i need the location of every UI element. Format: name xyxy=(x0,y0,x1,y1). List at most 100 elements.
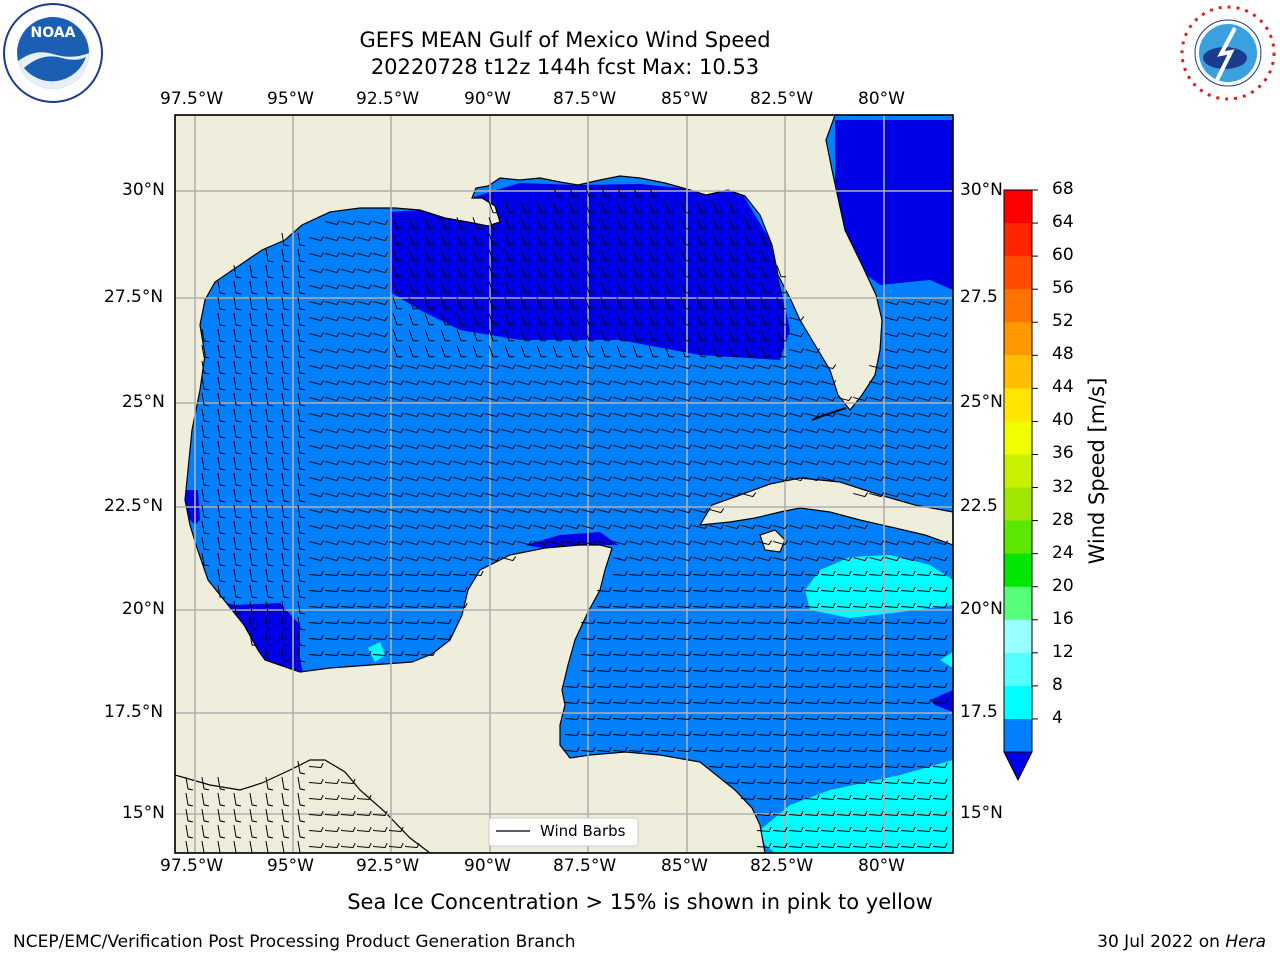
wind-barb xyxy=(356,810,372,817)
wind-barb xyxy=(501,412,517,418)
wind-barb xyxy=(696,281,707,294)
lat-tick-right: 22.5 xyxy=(960,496,998,516)
wind-barb xyxy=(456,281,467,294)
wind-barb xyxy=(708,698,724,705)
wind-barb xyxy=(804,634,820,641)
wind-barb xyxy=(868,570,884,577)
wind-barb xyxy=(884,746,900,753)
wind-barb xyxy=(740,618,756,625)
lat-tick-right: 30°N xyxy=(960,180,1003,200)
lat-tick-left: 27.5°N xyxy=(104,287,164,307)
wind-barb xyxy=(504,217,515,230)
wind-barb xyxy=(884,602,900,609)
wind-barb xyxy=(392,249,403,262)
wind-barb xyxy=(852,762,868,769)
wind-barb xyxy=(356,826,372,833)
wind-barb xyxy=(772,826,788,833)
wind-barb xyxy=(281,329,290,343)
wind-barb xyxy=(772,570,788,577)
wind-barb xyxy=(676,618,692,625)
wind-barb xyxy=(281,601,290,615)
colorbar-segment xyxy=(1004,355,1032,389)
wind-barb xyxy=(265,361,274,375)
wind-barb xyxy=(584,233,595,246)
wind-barb xyxy=(868,778,884,785)
wind-barb xyxy=(297,521,306,535)
wind-barb xyxy=(917,460,933,466)
wind-barb xyxy=(581,412,597,418)
wind-barb xyxy=(440,249,451,262)
wind-barb xyxy=(437,540,453,546)
wind-barb xyxy=(517,476,533,482)
wind-barb xyxy=(917,428,933,434)
wind-barb xyxy=(852,810,868,817)
wind-barb xyxy=(629,556,645,562)
wind-barb xyxy=(661,556,677,562)
wind-barb xyxy=(568,313,579,326)
wind-barb xyxy=(520,233,531,246)
wind-barb xyxy=(405,428,421,434)
wind-barb xyxy=(564,714,580,721)
wind-barb xyxy=(533,396,549,402)
wind-barb xyxy=(265,777,274,791)
wind-barb xyxy=(916,810,932,817)
wind-barb xyxy=(249,505,258,519)
wind-barb xyxy=(804,810,820,817)
wind-barb xyxy=(900,826,916,833)
wind-barb xyxy=(932,714,948,721)
colorbar-segment xyxy=(1004,685,1032,720)
wind-barb xyxy=(760,281,771,294)
wind-barb xyxy=(357,364,373,370)
wind-barb xyxy=(884,826,900,833)
wind-barb xyxy=(644,586,660,593)
wind-barb xyxy=(709,428,725,434)
wind-barb xyxy=(820,634,836,641)
wind-barb xyxy=(437,428,453,434)
wind-barb xyxy=(388,826,404,833)
wind-barb xyxy=(325,556,341,562)
wind-barb xyxy=(677,380,693,386)
wind-barb xyxy=(756,794,772,801)
wind-barb xyxy=(932,602,948,609)
wind-barb xyxy=(408,297,419,310)
wind-barb xyxy=(217,553,226,567)
wind-barb xyxy=(469,428,485,434)
wind-barb xyxy=(424,297,435,310)
wind-barb xyxy=(453,524,469,530)
wind-barb xyxy=(297,777,306,791)
wind-barb xyxy=(616,233,627,246)
wind-barb xyxy=(693,428,709,434)
wind-barb xyxy=(836,698,852,705)
wind-barb xyxy=(644,714,660,721)
wind-barb xyxy=(389,476,405,482)
wind-barb xyxy=(644,666,660,673)
wind-barb xyxy=(597,428,613,434)
wind-barb xyxy=(900,842,916,849)
wind-barb xyxy=(341,444,357,450)
wind-barb xyxy=(373,444,389,450)
wind-barb xyxy=(281,521,290,535)
wind-barb xyxy=(648,281,659,294)
wind-barb xyxy=(201,553,210,567)
wind-barb xyxy=(325,492,341,498)
wind-barb xyxy=(789,332,805,338)
wind-barb xyxy=(265,281,274,295)
wind-barb xyxy=(281,809,290,823)
wind-barb xyxy=(869,428,885,434)
wind-barb xyxy=(281,233,290,247)
wind-barb xyxy=(932,730,948,737)
wind-barb xyxy=(836,650,852,657)
colorbar-tick-label: 8 xyxy=(1052,674,1063,695)
wind-barb xyxy=(869,460,885,466)
wind-barb xyxy=(549,460,565,466)
wind-barb xyxy=(676,682,692,689)
wind-barb xyxy=(372,842,388,849)
wind-barb xyxy=(900,778,916,785)
wind-barb xyxy=(725,444,741,450)
wind-barb xyxy=(836,778,852,785)
wind-barb xyxy=(501,444,517,450)
wind-barb xyxy=(501,556,517,562)
wind-barb xyxy=(821,396,837,402)
wind-barb xyxy=(756,666,772,673)
wind-barb xyxy=(501,492,517,498)
